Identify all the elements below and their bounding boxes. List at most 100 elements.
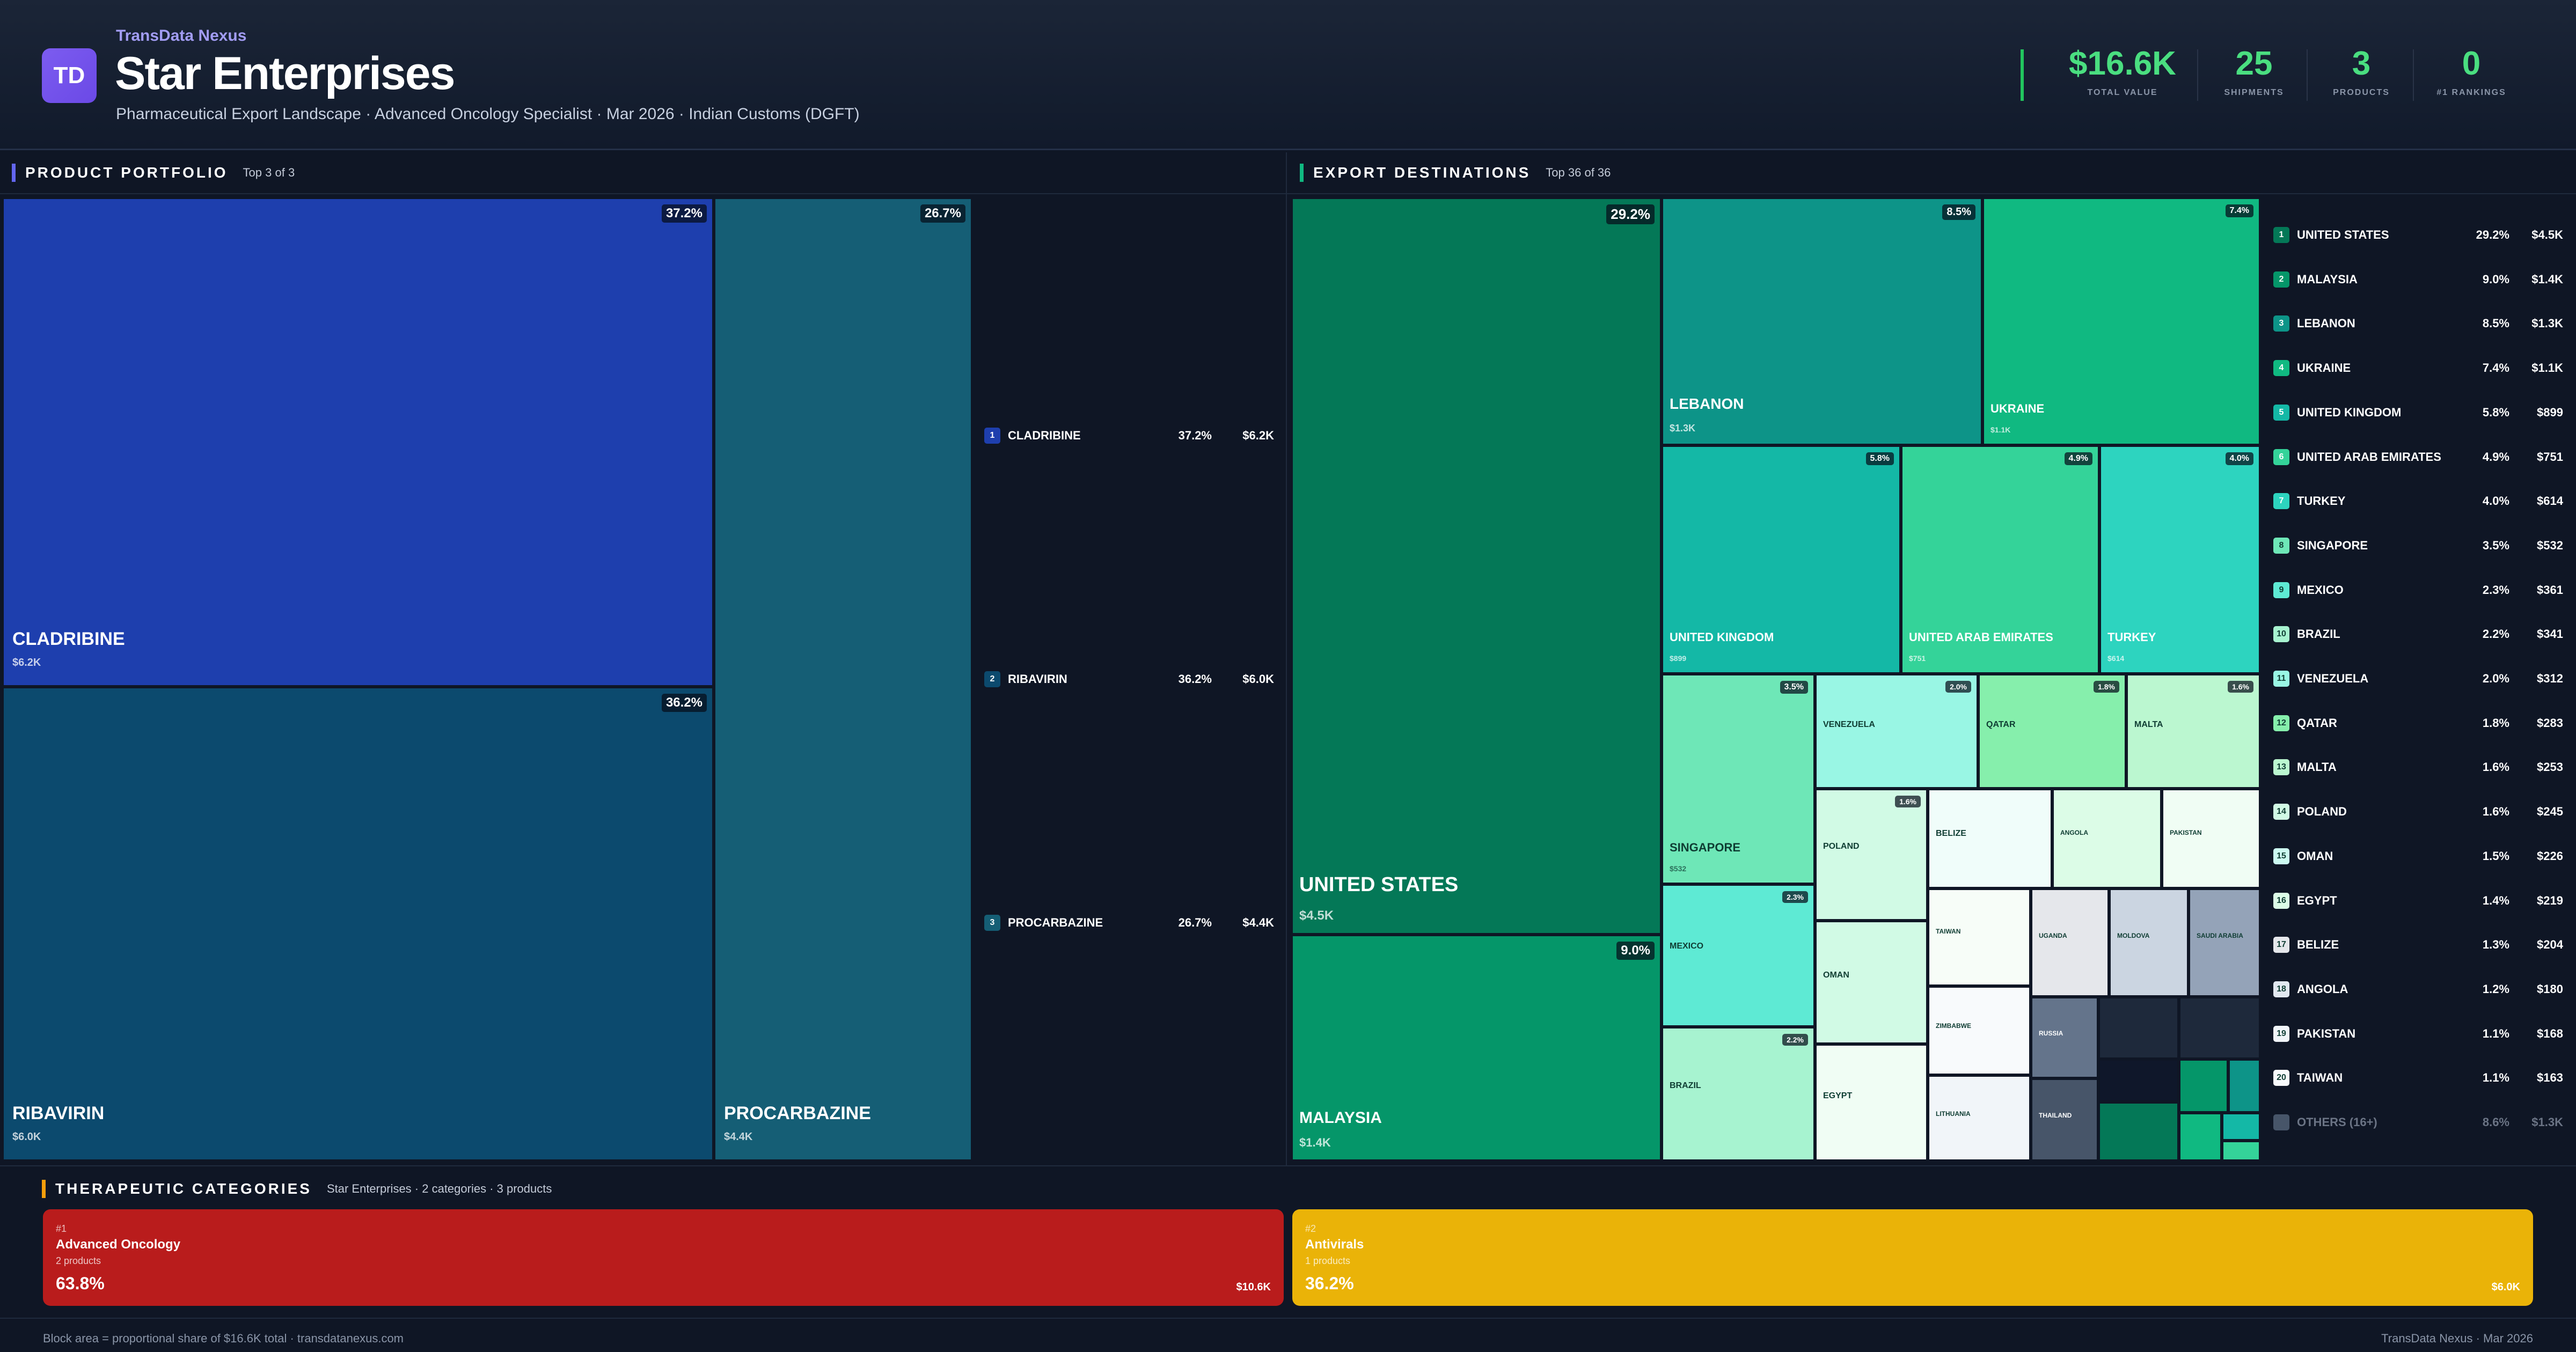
tile-share: 8.5%	[1942, 204, 1975, 220]
destination-list-item[interactable]: 5 UNITED KINGDOM 5.8% $899	[2273, 404, 2563, 421]
destination-tile-ukraine[interactable]: 7.4% UKRAINE $1.1K	[1982, 197, 2260, 445]
destination-list-item[interactable]: 7 TURKEY 4.0% $614	[2273, 493, 2563, 510]
destination-tile-malta[interactable]: 1.6% MALTA	[2126, 674, 2260, 789]
destination-list-item[interactable]: 19 PAKISTAN 1.1% $168	[2273, 1025, 2563, 1042]
destination-tile-united-kingdom[interactable]: 5.8% UNITED KINGDOM $899	[1662, 445, 1901, 674]
destination-value: $1.4K	[2531, 272, 2563, 286]
destination-tile-turkey[interactable]: 4.0% TURKEY $614	[2099, 445, 2260, 674]
destination-share: 5.8%	[2482, 405, 2509, 419]
category-card-advanced-oncology[interactable]: #1 Advanced Oncology 2 products 63.8% $1…	[43, 1209, 1284, 1306]
destination-share: 1.1%	[2482, 1071, 2509, 1085]
destination-share: 4.0%	[2482, 494, 2509, 508]
rank-badge: 6	[2273, 449, 2289, 465]
destination-tile-malaysia[interactable]: 9.0% MALAYSIA $1.4K	[1291, 935, 1662, 1161]
destination-list-item[interactable]: 15 OMAN 1.5% $226	[2273, 848, 2563, 864]
destination-tile-singapore[interactable]: 3.5% SINGAPORE $532	[1662, 674, 1815, 884]
destination-list-item[interactable]: 16 EGYPT 1.4% $219	[2273, 892, 2563, 909]
destination-list-item[interactable]: 12 QATAR 1.8% $283	[2273, 715, 2563, 731]
destination-tile-angola[interactable]: ANGOLA	[2052, 789, 2162, 888]
destination-list-item[interactable]: 3 LEBANON 8.5% $1.3K	[2273, 315, 2563, 332]
destination-tile-small[interactable]	[2179, 1113, 2222, 1161]
category-card-antivirals[interactable]: #2 Antivirals 1 products 36.2% $6.0K	[1292, 1209, 2533, 1306]
category-products: 2 products	[56, 1255, 101, 1266]
product-tile-ribavirin[interactable]: 36.2% RIBAVIRIN $6.0K	[2, 687, 714, 1161]
destination-value: $751	[2537, 450, 2563, 464]
tile-share: 2.3%	[1782, 891, 1808, 903]
product-tile-cladribine[interactable]: 37.2% CLADRIBINE $6.2K	[2, 197, 714, 687]
tile-name: ZIMBABWE	[1936, 1022, 1971, 1030]
kpi-divider	[2413, 49, 2414, 101]
destination-tile-brazil[interactable]: 2.2% BRAZIL	[1662, 1027, 1815, 1161]
product-list-item[interactable]: 1 CLADRIBINE 37.2% $6.2K	[984, 428, 1274, 444]
destination-tile-small[interactable]	[2179, 997, 2260, 1059]
destination-list-item[interactable]: 10 BRAZIL 2.2% $341	[2273, 626, 2563, 643]
destination-tile-egypt[interactable]: EGYPT	[1815, 1044, 1928, 1161]
destination-tile-small[interactable]	[2098, 997, 2179, 1059]
divider	[0, 1165, 2576, 1166]
product-name: RIBAVIRIN	[1008, 672, 1067, 686]
destination-name: POLAND	[2297, 805, 2347, 819]
destination-list-item[interactable]: OTHERS (16+) 8.6% $1.3K	[2273, 1114, 2563, 1130]
destination-list-item[interactable]: 1 UNITED STATES 29.2% $4.5K	[2273, 227, 2563, 243]
destination-tile-united-arab-emirates[interactable]: 4.9% UNITED ARAB EMIRATES $751	[1901, 445, 2099, 674]
destination-share: 2.2%	[2482, 627, 2509, 641]
destination-list-item[interactable]: 8 SINGAPORE 3.5% $532	[2273, 537, 2563, 554]
category-products: 1 products	[1305, 1255, 1351, 1266]
destination-value: $614	[2537, 494, 2563, 508]
product-list-item[interactable]: 3 PROCARBAZINE 26.7% $4.4K	[984, 915, 1274, 931]
destination-tile-small[interactable]	[2179, 1059, 2228, 1113]
destination-tile-taiwan[interactable]: TAIWAN	[1928, 888, 2031, 986]
destination-list-item[interactable]: 17 BELIZE 1.3% $204	[2273, 937, 2563, 953]
destination-list-item[interactable]: 13 MALTA 1.6% $253	[2273, 759, 2563, 776]
destination-tile-poland[interactable]: 1.6% POLAND	[1815, 789, 1928, 921]
destination-tile-small[interactable]	[2228, 1059, 2260, 1113]
destination-tile-thailand[interactable]: THAILAND	[2031, 1078, 2098, 1161]
destination-tile-venezuela[interactable]: 2.0% VENEZUELA	[1815, 674, 1978, 789]
destination-tile-uganda[interactable]: UGANDA	[2031, 888, 2109, 997]
destination-list-item[interactable]: 11 VENEZUELA 2.0% $312	[2273, 671, 2563, 687]
header: TD TransData Nexus Star Enterprises Phar…	[0, 0, 2576, 150]
destination-tile-small[interactable]	[2222, 1141, 2260, 1161]
tile-value: $1.4K	[1299, 1136, 1331, 1149]
destination-share: 1.5%	[2482, 849, 2509, 863]
tile-name: ANGOLA	[2060, 829, 2088, 836]
destination-tile-zimbabwe[interactable]: ZIMBABWE	[1928, 986, 2031, 1075]
destination-value: $163	[2537, 1071, 2563, 1085]
footer-credit: TransData Nexus · Mar 2026	[2381, 1332, 2533, 1345]
destination-list-item[interactable]: 18 ANGOLA 1.2% $180	[2273, 981, 2563, 997]
rank-badge: 11	[2273, 671, 2289, 687]
destination-tile-small[interactable]	[2222, 1113, 2260, 1141]
destination-tile-united-states[interactable]: 29.2% UNITED STATES $4.5K	[1291, 197, 1662, 935]
tile-name: RIBAVIRIN	[12, 1103, 105, 1123]
destination-tile-qatar[interactable]: 1.8% QATAR	[1978, 674, 2126, 789]
categories-header: THERAPEUTIC CATEGORIES Star Enterprises …	[42, 1177, 552, 1201]
destination-list-item[interactable]: 20 TAIWAN 1.1% $163	[2273, 1070, 2563, 1086]
tile-share: 29.2%	[1606, 204, 1655, 224]
destination-tile-small[interactable]	[2098, 1102, 2179, 1161]
tile-name: SINGAPORE	[1670, 841, 1741, 854]
tile-name: BRAZIL	[1670, 1081, 1701, 1090]
destination-tile-lithuania[interactable]: LITHUANIA	[1928, 1075, 2031, 1161]
product-tile-procarbazine[interactable]: 26.7% PROCARBAZINE $4.4K	[714, 197, 972, 1161]
destination-tile-saudi-arabia[interactable]: SAUDI ARABIA	[2189, 888, 2260, 997]
destination-tile-lebanon[interactable]: 8.5% LEBANON $1.3K	[1662, 197, 1982, 445]
tile-share: 2.2%	[1782, 1034, 1808, 1046]
destination-name: OTHERS (16+)	[2297, 1115, 2377, 1129]
tile-value: $1.3K	[1670, 423, 1696, 433]
destination-list-item[interactable]: 4 UKRAINE 7.4% $1.1K	[2273, 360, 2563, 377]
destination-tile-mexico[interactable]: 2.3% MEXICO	[1662, 884, 1815, 1027]
destination-list-item[interactable]: 2 MALAYSIA 9.0% $1.4K	[2273, 271, 2563, 288]
destination-tile-small[interactable]	[2098, 1059, 2179, 1102]
product-list-item[interactable]: 2 RIBAVIRIN 36.2% $6.0K	[984, 671, 1274, 687]
destination-list-item[interactable]: 6 UNITED ARAB EMIRATES 4.9% $751	[2273, 449, 2563, 465]
destination-value: $219	[2537, 893, 2563, 907]
destination-tile-pakistan[interactable]: PAKISTAN	[2162, 789, 2260, 888]
destination-tile-oman[interactable]: OMAN	[1815, 921, 1928, 1044]
footer-note: Block area = proportional share of $16.6…	[43, 1332, 404, 1345]
destination-list-item[interactable]: 9 MEXICO 2.3% $361	[2273, 582, 2563, 598]
destination-list-item[interactable]: 14 POLAND 1.6% $245	[2273, 804, 2563, 820]
destination-tile-moldova[interactable]: MOLDOVA	[2109, 888, 2189, 997]
destination-tile-belize[interactable]: BELIZE	[1928, 789, 2052, 888]
destination-tile-russia[interactable]: RUSSIA	[2031, 997, 2098, 1078]
kpi-shipments: 25 SHIPMENTS	[2224, 45, 2284, 98]
